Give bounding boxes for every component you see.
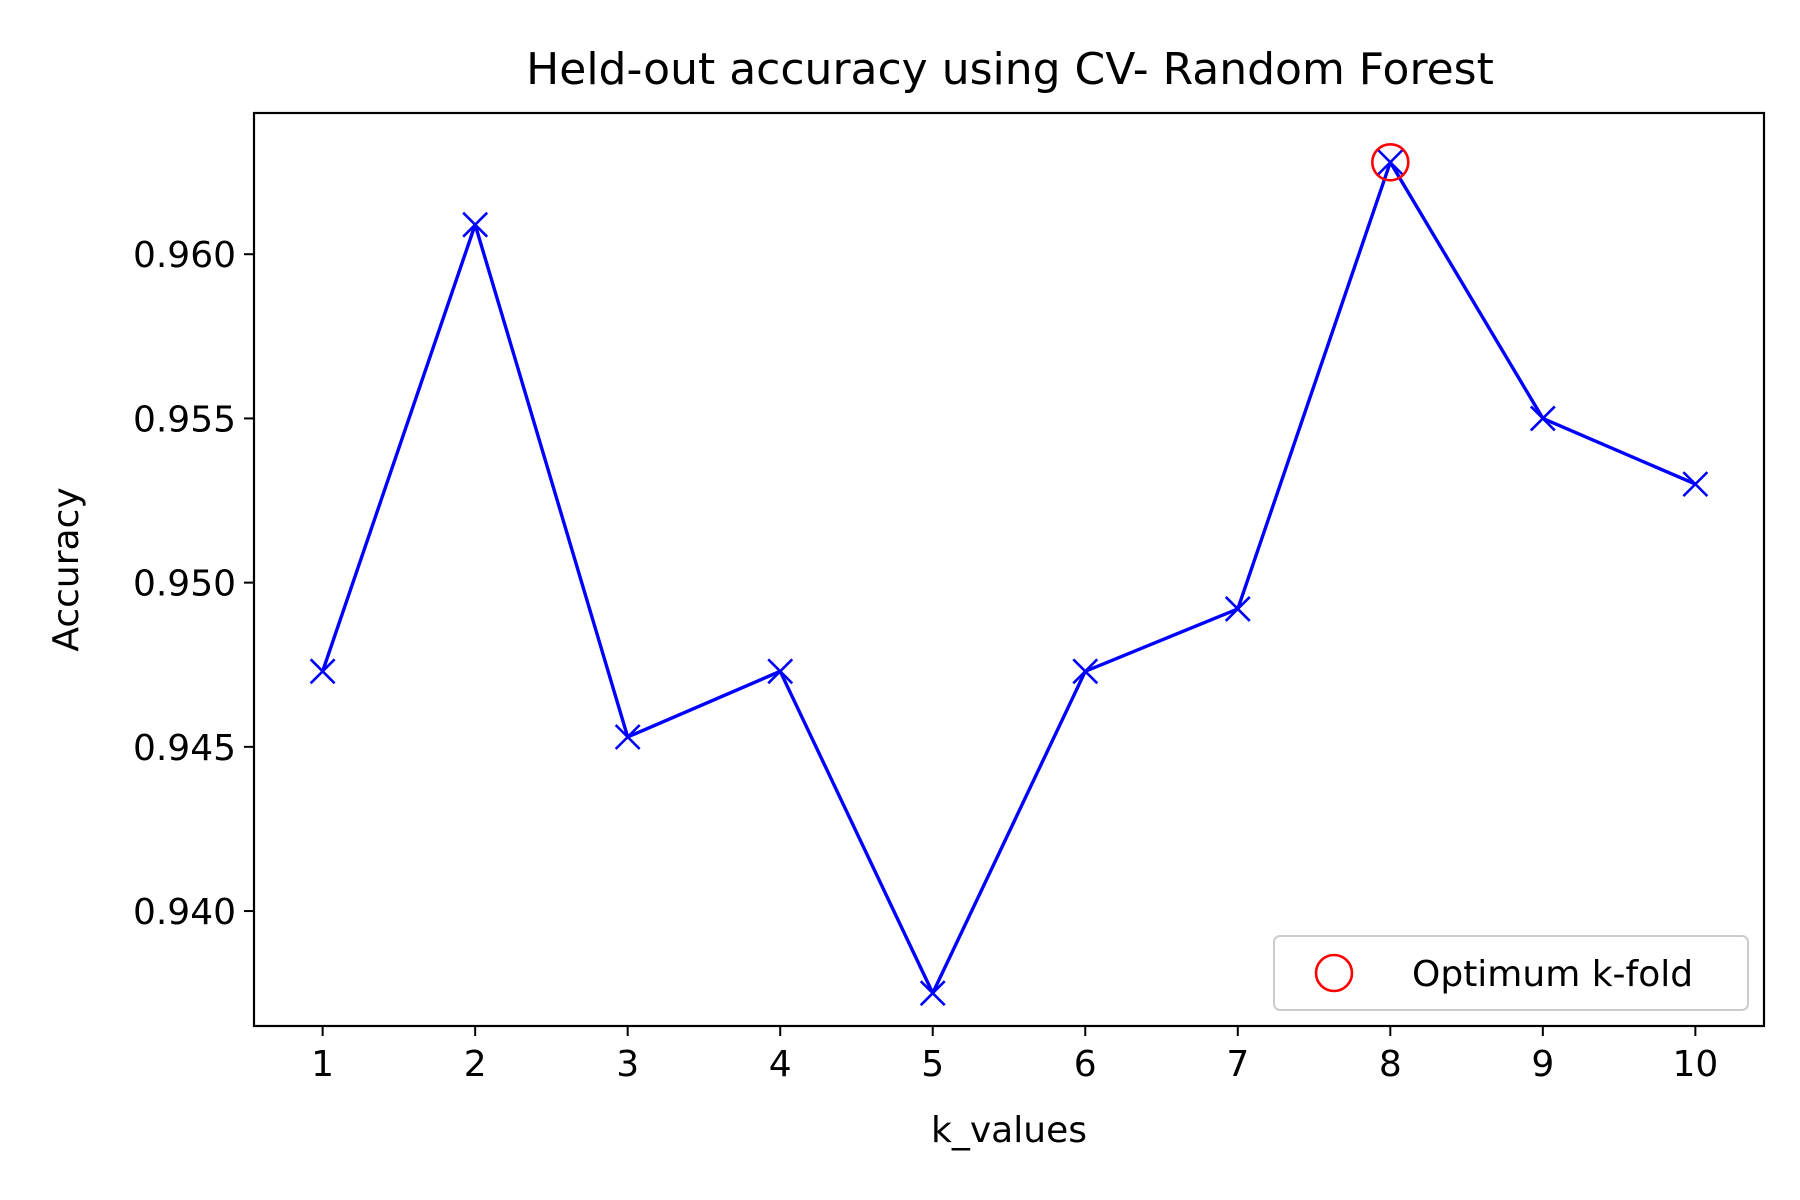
- legend-marker-open-circle: [1314, 953, 1354, 993]
- y-tick-label: 0.950: [133, 564, 236, 605]
- data-point-marker: [462, 211, 489, 238]
- y-axis-title: Accuracy: [46, 487, 87, 651]
- data-point-marker: [1224, 595, 1251, 622]
- x-tick-label: 6: [1074, 1044, 1097, 1085]
- data-point-marker: [1529, 405, 1556, 432]
- legend-label: Optimum k-fold: [1412, 954, 1693, 995]
- x-tick-label: 7: [1226, 1044, 1249, 1085]
- data-point-marker: [767, 658, 794, 685]
- x-tick-label: 4: [769, 1044, 792, 1085]
- x-tick-label: 3: [616, 1044, 639, 1085]
- data-point-marker: [1072, 658, 1099, 685]
- chart-title: Held-out accuracy using CV- Random Fores…: [526, 44, 1494, 95]
- x-axis-title: k_values: [931, 1110, 1087, 1151]
- legend-box: [1273, 935, 1749, 1011]
- optimum-marker: [1371, 142, 1410, 182]
- x-tick-label: 10: [1672, 1044, 1718, 1085]
- x-tick-label: 2: [464, 1044, 487, 1085]
- x-axis: 1 2 3 4 5 6 7 8 9 10: [311, 1026, 1718, 1085]
- data-point-marker: [614, 724, 641, 750]
- legend: Optimum k-fold: [1273, 935, 1749, 1011]
- y-tick-label: 0.945: [133, 728, 236, 769]
- x-tick-label: 9: [1531, 1044, 1554, 1085]
- data-point-marker: [1377, 149, 1404, 176]
- y-tick-label: 0.940: [133, 892, 236, 933]
- x-tick-label: 1: [311, 1044, 334, 1085]
- series-line: [321, 160, 1697, 995]
- data-point-marker: [309, 658, 336, 685]
- x-tick-label: 5: [921, 1044, 944, 1085]
- y-tick-label: 0.955: [133, 399, 236, 440]
- data-point-marker: [919, 980, 946, 1007]
- y-axis: 0.940 0.945 0.950 0.955 0.960: [133, 235, 254, 933]
- x-tick-label: 8: [1379, 1044, 1402, 1085]
- y-tick-label: 0.960: [133, 235, 236, 276]
- data-point-marker: [1682, 471, 1709, 498]
- axes-frame: [252, 111, 1766, 1028]
- plot-area: [309, 142, 1709, 1007]
